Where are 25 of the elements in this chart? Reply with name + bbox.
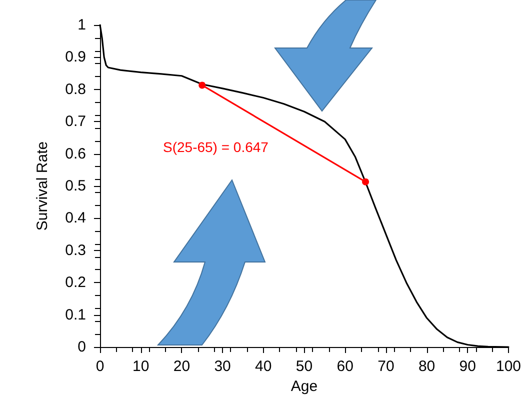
x-tick-label: 80 — [418, 358, 436, 375]
y-tick-label: 0.2 — [65, 274, 86, 292]
y-tick-label: 0.4 — [65, 210, 86, 227]
y-tick-label: 0.5 — [65, 178, 86, 194]
x-tick-label: 70 — [378, 358, 394, 375]
y-tick-label: 0 — [78, 338, 86, 356]
x-tick-label: 0 — [96, 358, 104, 375]
y-tick-label: 0.9 — [65, 48, 86, 66]
x-tick-label: 20 — [173, 358, 190, 375]
y-tick-label: 0.1 — [65, 306, 86, 324]
y-tick-label: 0.3 — [65, 242, 86, 259]
x-tick-label: 90 — [459, 358, 476, 375]
x-tick-label: 30 — [214, 358, 231, 375]
x-tick-label: 50 — [296, 358, 313, 375]
x-tick-label: 40 — [255, 358, 272, 375]
y-tick-label: 0.7 — [65, 113, 86, 130]
x-tick-label: 60 — [336, 358, 354, 375]
y-axis-title: Survival Rate — [34, 141, 51, 231]
y-tick-label: 1 — [78, 16, 86, 34]
x-axis-title: Age — [290, 378, 318, 395]
y-tick-label: 0.6 — [65, 145, 86, 162]
annotation: S(25-65) = 0.647 — [163, 139, 269, 155]
x-tick-label: 100 — [496, 358, 521, 375]
y-tick-label: 0.8 — [65, 80, 86, 98]
x-tick-label: 10 — [132, 358, 150, 375]
